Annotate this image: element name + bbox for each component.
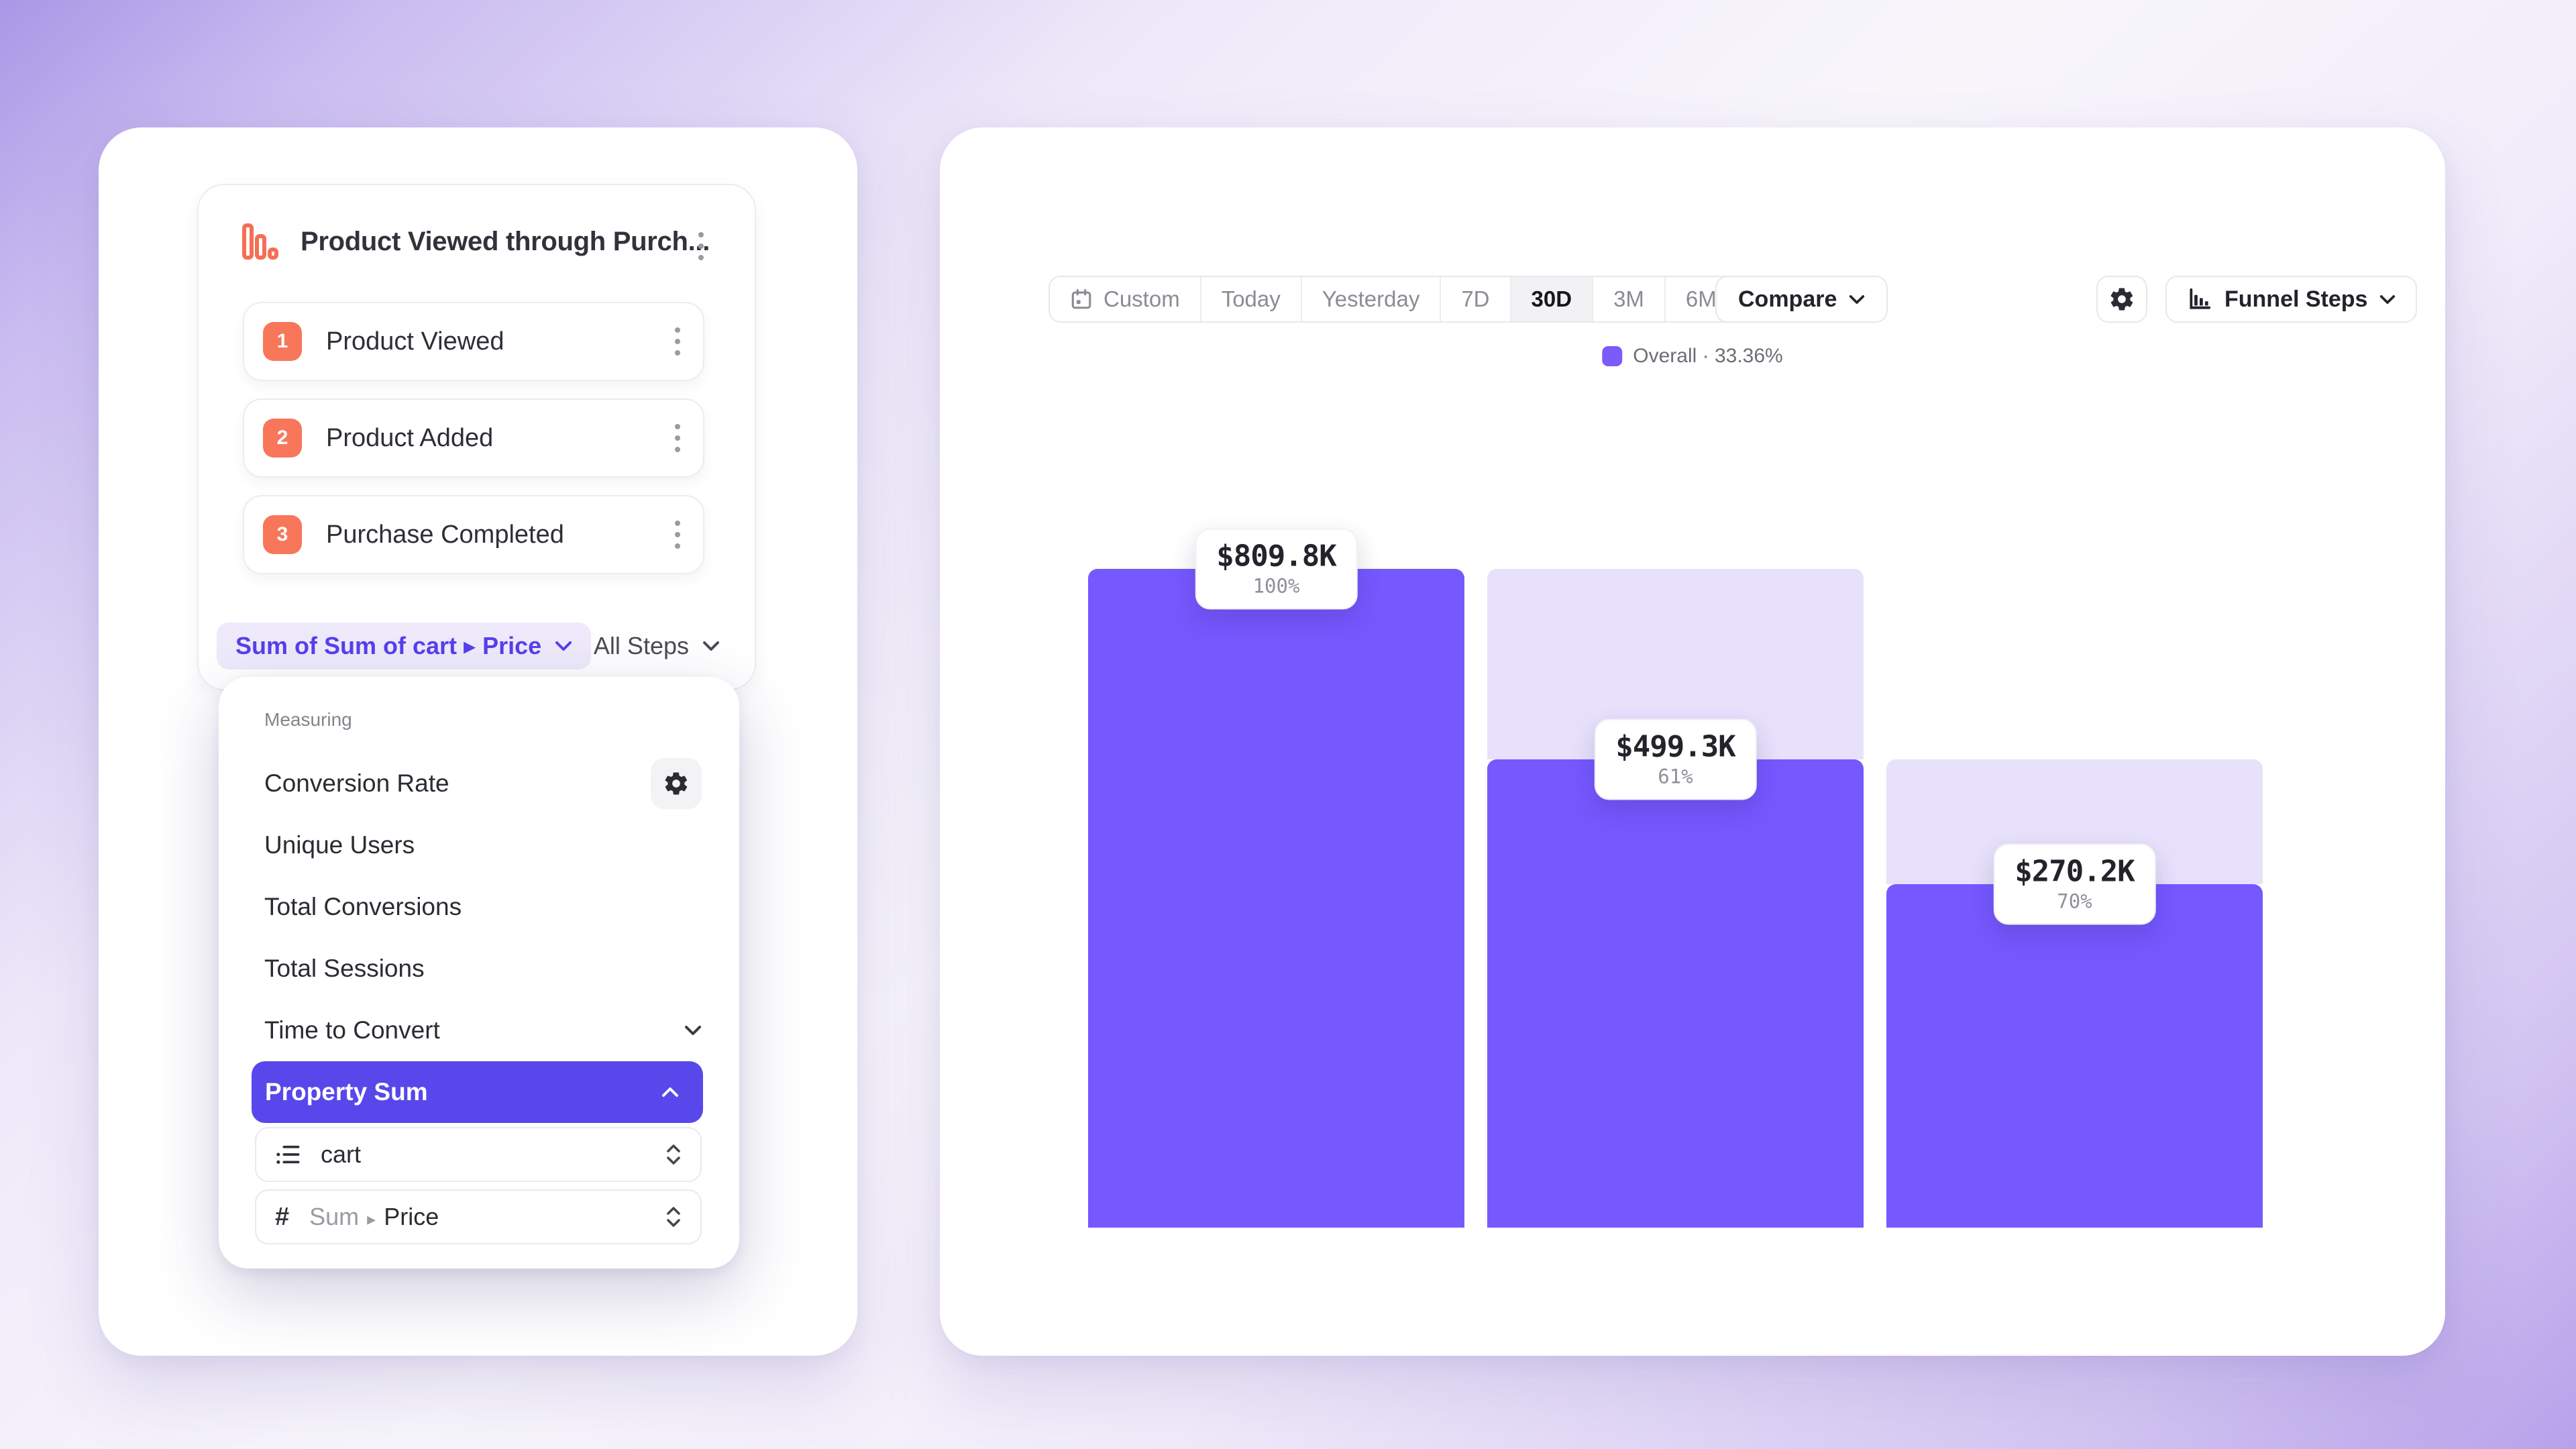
measuring-section-label: Measuring — [264, 709, 352, 730]
step-label: Product Viewed — [326, 327, 504, 356]
chevron-down-icon — [2380, 294, 2396, 304]
range-30d[interactable]: 30D — [1511, 277, 1594, 321]
funnel-bar-purchase-completed[interactable]: $270.2K 70% — [1886, 569, 2263, 1228]
range-label: 30D — [1531, 286, 1572, 311]
menu-item-label: Property Sum — [265, 1078, 428, 1106]
select-updown-icon — [667, 1207, 680, 1227]
range-3m[interactable]: 3M — [1593, 277, 1666, 321]
bar-value-tooltip: $499.3K 61% — [1594, 718, 1757, 800]
aggregation-source: Sum — [309, 1203, 360, 1230]
menu-item-label: Conversion Rate — [264, 769, 449, 797]
range-today[interactable]: Today — [1201, 277, 1302, 321]
step-options-kebab-icon[interactable] — [671, 420, 684, 456]
menu-item-label: Total Sessions — [264, 955, 425, 982]
funnel-bar-product-viewed[interactable]: $809.8K 100% — [1088, 528, 1464, 1228]
chevron-up-icon — [662, 1087, 678, 1097]
conversion-rate-settings-button[interactable] — [651, 758, 702, 809]
range-label: Yesterday — [1322, 286, 1420, 311]
bar-percent: 70% — [2057, 890, 2092, 913]
gear-icon — [665, 772, 688, 795]
aggregation-select[interactable]: # Sum ▸ Price — [255, 1189, 702, 1244]
bar-percent: 61% — [1658, 765, 1693, 788]
menu-item-time-to-convert[interactable]: Time to Convert — [219, 1000, 739, 1061]
steps-scope-dropdown[interactable]: All Steps — [594, 623, 720, 669]
chart-type-label: Funnel Steps — [2224, 286, 2368, 312]
measuring-menu: Measuring Conversion Rate Unique Users T… — [219, 677, 739, 1269]
chevron-down-icon — [703, 641, 719, 651]
step-label: Purchase Completed — [326, 520, 564, 549]
compare-label: Compare — [1738, 286, 1837, 312]
menu-item-label: Time to Convert — [264, 1016, 440, 1044]
metric-pill-label: Sum of Sum of cart ▸ Price — [235, 632, 542, 659]
breadcrumb-arrow: ▸ — [367, 1209, 376, 1229]
step-label: Product Added — [326, 423, 494, 452]
funnel-chart-icon — [242, 223, 278, 260]
chart-type-dropdown[interactable]: Funnel Steps — [2165, 276, 2418, 323]
measuring-metric-dropdown[interactable]: Sum of Sum of cart ▸ Price — [217, 623, 592, 669]
range-7d[interactable]: 7D — [1441, 277, 1511, 321]
bar-solid — [1487, 759, 1864, 1228]
legend-swatch — [1602, 346, 1623, 366]
menu-item-label: Total Conversions — [264, 893, 462, 920]
menu-item-property-sum-selected[interactable]: Property Sum — [252, 1061, 703, 1123]
menu-item-label: Unique Users — [264, 831, 415, 859]
bar-value: $809.8K — [1216, 539, 1336, 574]
chevron-down-icon — [555, 641, 572, 651]
funnel-builder-card: Product Viewed through Purch... 1 Produc… — [99, 127, 857, 1356]
menu-item-total-sessions[interactable]: Total Sessions — [219, 938, 739, 1000]
menu-item-total-conversions[interactable]: Total Conversions — [219, 876, 739, 938]
funnel-title: Product Viewed through Purch... — [301, 226, 710, 256]
range-label: Today — [1221, 286, 1281, 311]
legend-label: Overall · 33.36% — [1633, 345, 1783, 367]
funnel-definition-panel: Product Viewed through Purch... 1 Produc… — [197, 184, 756, 690]
step-options-kebab-icon[interactable] — [671, 517, 684, 553]
range-label: 3M — [1613, 286, 1644, 311]
bar-solid — [1088, 569, 1464, 1228]
chart-settings-button[interactable] — [2096, 276, 2147, 323]
funnel-steps-icon — [2190, 288, 2211, 309]
bar-value-tooltip: $809.8K 100% — [1195, 528, 1358, 610]
range-label: Custom — [1104, 286, 1180, 311]
funnel-options-kebab-icon[interactable] — [694, 228, 708, 264]
calendar-icon — [1071, 288, 1091, 309]
list-icon — [276, 1145, 300, 1164]
compare-button[interactable]: Compare — [1715, 276, 1888, 323]
funnel-title-row: Product Viewed through Purch... — [241, 223, 710, 260]
step-number-badge: 3 — [263, 515, 302, 554]
funnel-chart: $809.8K 100% $499.3K 61% $270.2K 70% — [1088, 528, 2263, 1228]
bar-value: $270.2K — [2015, 854, 2135, 889]
menu-item-conversion-rate[interactable]: Conversion Rate — [219, 753, 739, 814]
funnel-step-1[interactable]: 1 Product Viewed — [243, 302, 704, 381]
funnel-bar-product-added[interactable]: $499.3K 61% — [1487, 569, 1864, 1228]
range-label: 6M — [1685, 286, 1717, 311]
range-yesterday[interactable]: Yesterday — [1302, 277, 1442, 321]
chevron-down-icon — [1849, 294, 1865, 304]
chart-legend: Overall · 33.36% — [1602, 345, 1783, 368]
date-range-segmented-control: Custom Today Yesterday 7D 30D 3M 6M 12M — [1049, 276, 1823, 323]
funnel-step-3[interactable]: 3 Purchase Completed — [243, 495, 704, 574]
steps-scope-label: All Steps — [593, 632, 689, 659]
step-number-badge: 1 — [263, 322, 302, 361]
range-label: 7D — [1461, 286, 1490, 311]
number-property-icon: # — [275, 1202, 290, 1231]
funnel-chart-card: Custom Today Yesterday 7D 30D 3M 6M 12M … — [940, 127, 2445, 1356]
bar-value: $499.3K — [1615, 729, 1735, 764]
bar-value-tooltip: $270.2K 70% — [1993, 843, 2156, 925]
menu-item-unique-users[interactable]: Unique Users — [219, 814, 739, 876]
measuring-items: Conversion Rate Unique Users Total Conve… — [219, 753, 739, 1061]
step-options-kebab-icon[interactable] — [671, 323, 684, 360]
aggregation-select-value: Sum ▸ Price — [309, 1203, 439, 1231]
bar-solid — [1886, 884, 2263, 1228]
chevron-down-icon — [685, 1026, 701, 1035]
range-custom[interactable]: Custom — [1050, 277, 1201, 321]
bar-percent: 100% — [1252, 574, 1300, 598]
funnel-step-2[interactable]: 2 Product Added — [243, 398, 704, 478]
select-updown-icon — [667, 1144, 680, 1165]
gear-icon — [2110, 288, 2133, 311]
step-number-badge: 2 — [263, 419, 302, 458]
property-select[interactable]: cart — [255, 1127, 702, 1182]
property-select-value: cart — [321, 1140, 362, 1168]
aggregation-property: Price — [384, 1203, 439, 1230]
